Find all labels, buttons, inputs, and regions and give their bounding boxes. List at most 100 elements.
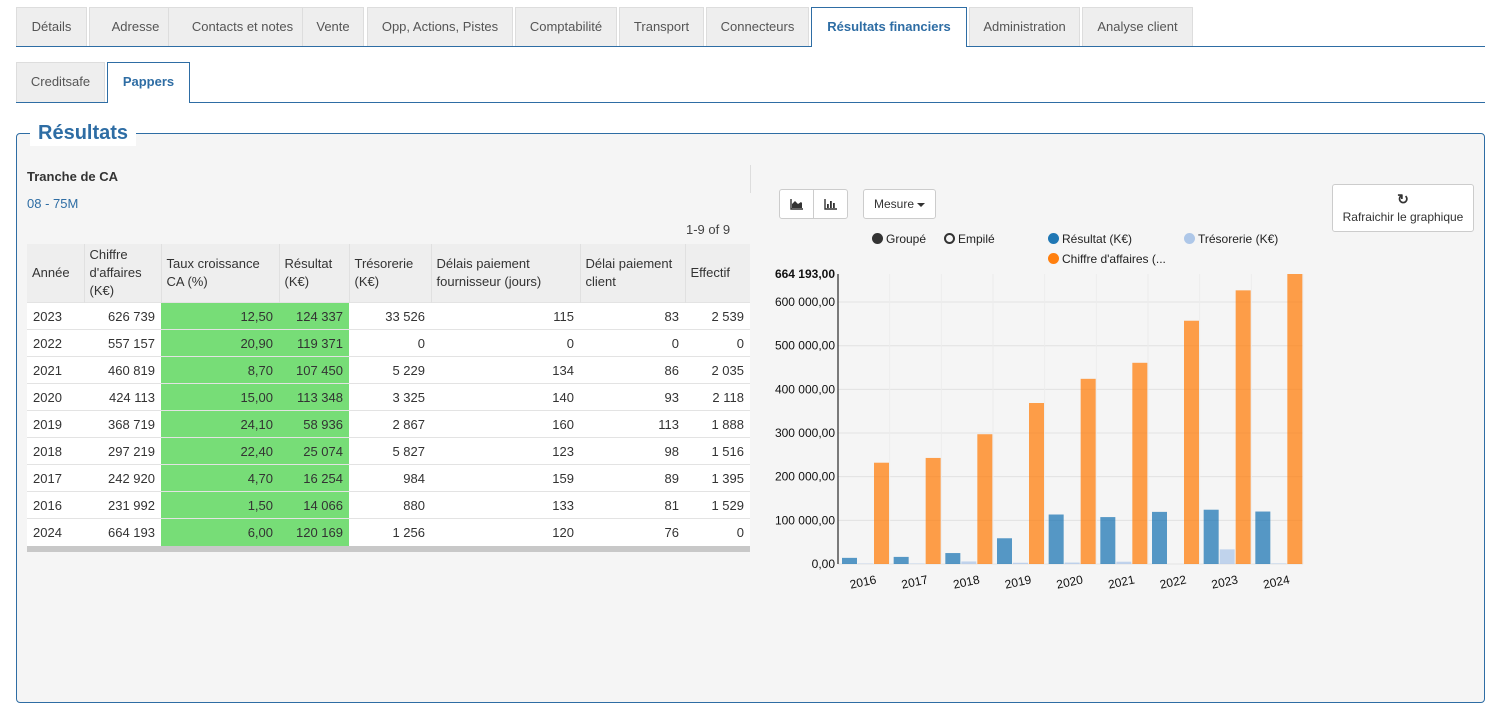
legend-resultat[interactable]: Résultat (K€) [1048, 232, 1132, 246]
table-row[interactable]: 2016 231 992 1,50 14 066 880 133 81 1 52… [27, 491, 750, 519]
legend-ca[interactable]: Chiffre d'affaires (... [1048, 252, 1166, 266]
tab-creditsafe[interactable]: Creditsafe [16, 62, 105, 102]
x-tick-label: 2024 [1262, 572, 1291, 591]
cell-delai-fournisseur: 140 [431, 383, 580, 411]
cell-resultat: 58 936 [279, 410, 349, 438]
refresh-label: Rafraichir le graphique [1342, 210, 1464, 224]
bar-resultat [1255, 511, 1271, 564]
bar-ca [1235, 290, 1251, 564]
cell-annee: 2024 [27, 518, 84, 546]
tab-pappers[interactable]: Pappers [107, 62, 190, 103]
cell-resultat: 16 254 [279, 464, 349, 492]
legend-groupe[interactable]: Groupé [872, 232, 926, 246]
cell-annee: 2021 [27, 356, 84, 384]
cell-resultat: 113 348 [279, 383, 349, 411]
bar-tresorerie [1116, 561, 1132, 564]
tab-details[interactable]: Détails [16, 7, 87, 46]
cell-tresorerie: 2 867 [349, 410, 431, 438]
column-header[interactable]: Délais paiement fournisseur (jours) [430, 244, 580, 303]
tab-adresse[interactable]: Adresse [89, 7, 182, 46]
tab-transport[interactable]: Transport [619, 7, 704, 46]
tab-administration[interactable]: Administration [969, 7, 1080, 46]
cell-delai-fournisseur: 160 [431, 410, 580, 438]
cell-ca: 231 992 [84, 491, 161, 519]
column-header[interactable]: Année [27, 244, 84, 303]
cell-delai-client: 89 [580, 464, 685, 492]
column-header[interactable]: Taux croissance CA (%) [160, 244, 279, 303]
divider [750, 165, 751, 193]
table-row[interactable]: 2022 557 157 20,90 119 371 0 0 0 0 [27, 329, 750, 357]
column-header[interactable]: Chiffre d'affaires (K€) [83, 244, 161, 303]
cell-resultat: 107 450 [279, 356, 349, 384]
table-row[interactable]: 2024 664 193 6,00 120 169 1 256 120 76 0 [27, 518, 750, 546]
column-header[interactable]: Trésorerie (K€) [348, 244, 431, 303]
legend-dot-resultat [1048, 233, 1059, 244]
tab-analyse-client[interactable]: Analyse client [1082, 7, 1193, 46]
legend-tresorerie[interactable]: Trésorerie (K€) [1184, 232, 1278, 246]
cell-delai-client: 83 [580, 302, 685, 330]
tab-vente[interactable]: Vente [302, 7, 364, 46]
refresh-chart-button[interactable]: ↻ Rafraichir le graphique [1332, 184, 1474, 232]
bar-tresorerie [1219, 549, 1235, 564]
table-row[interactable]: 2023 626 739 12,50 124 337 33 526 115 83… [27, 302, 750, 330]
y-tick-label: 200 000,00 [775, 470, 835, 484]
cell-taux: 1,50 [161, 491, 279, 519]
legend-label: Résultat (K€) [1062, 232, 1133, 246]
bar-ca [1132, 362, 1148, 564]
legend-label: Groupé [886, 232, 927, 246]
area-chart-button[interactable] [779, 189, 814, 219]
cell-effectif: 1 529 [685, 491, 750, 519]
cell-taux: 22,40 [161, 437, 279, 465]
tab-comptabilite[interactable]: Comptabilité [515, 7, 617, 46]
tab-connecteurs[interactable]: Connecteurs [706, 7, 809, 46]
mesure-dropdown[interactable]: Mesure [863, 189, 936, 219]
horizontal-scrollbar[interactable] [27, 545, 750, 552]
tab-opp-actions-pistes[interactable]: Opp, Actions, Pistes [367, 7, 513, 46]
cell-annee: 2018 [27, 437, 84, 465]
cell-taux: 12,50 [161, 302, 279, 330]
cell-taux: 15,00 [161, 383, 279, 411]
table-row[interactable]: 2018 297 219 22,40 25 074 5 827 123 98 1… [27, 437, 750, 465]
x-tick-label: 2022 [1158, 572, 1187, 591]
cell-effectif: 1 516 [685, 437, 750, 465]
legend-empile[interactable]: Empilé [944, 232, 995, 246]
tab-contacts-notes[interactable]: Contacts et notes [168, 7, 317, 46]
table-row[interactable]: 2021 460 819 8,70 107 450 5 229 134 86 2… [27, 356, 750, 384]
cell-tresorerie: 5 827 [349, 437, 431, 465]
x-tick-label: 2023 [1210, 572, 1239, 591]
column-header[interactable]: Résultat (K€) [278, 244, 349, 303]
cell-delai-fournisseur: 120 [431, 518, 580, 546]
results-table: Année Chiffre d'affaires (K€) Taux crois… [27, 244, 750, 552]
cell-tresorerie: 880 [349, 491, 431, 519]
y-tick-label: 600 000,00 [775, 295, 835, 309]
table-row[interactable]: 2020 424 113 15,00 113 348 3 325 140 93 … [27, 383, 750, 411]
cell-ca: 424 113 [84, 383, 161, 411]
cell-tresorerie: 1 256 [349, 518, 431, 546]
bar-ca [1029, 403, 1044, 564]
legend-dot-filled [872, 233, 883, 244]
column-header[interactable]: Délai paiement client [579, 244, 685, 303]
cell-annee: 2022 [27, 329, 84, 357]
bar-ca [1080, 378, 1096, 564]
tab-resultats-financiers[interactable]: Résultats financiers [811, 7, 967, 47]
bar-chart-button[interactable] [813, 189, 848, 219]
cell-tresorerie: 33 526 [349, 302, 431, 330]
y-tick-label: 300 000,00 [775, 426, 835, 440]
x-tick-label: 2018 [952, 572, 981, 591]
cell-tresorerie: 3 325 [349, 383, 431, 411]
cell-annee: 2016 [27, 491, 84, 519]
cell-annee: 2017 [27, 464, 84, 492]
table-row[interactable]: 2017 242 920 4,70 16 254 984 159 89 1 39… [27, 464, 750, 492]
bar-resultat [1203, 509, 1219, 564]
legend-dot-ca [1048, 253, 1059, 264]
y-tick-label: 100 000,00 [775, 513, 835, 527]
legend-label: Empilé [958, 232, 995, 246]
column-header[interactable]: Effectif [684, 244, 750, 303]
bar-tresorerie [1271, 563, 1287, 564]
cell-delai-client: 86 [580, 356, 685, 384]
table-row[interactable]: 2019 368 719 24,10 58 936 2 867 160 113 … [27, 410, 750, 438]
bar-tresorerie [961, 561, 977, 564]
cell-tresorerie: 984 [349, 464, 431, 492]
cell-ca: 626 739 [84, 302, 161, 330]
cell-effectif: 2 035 [685, 356, 750, 384]
